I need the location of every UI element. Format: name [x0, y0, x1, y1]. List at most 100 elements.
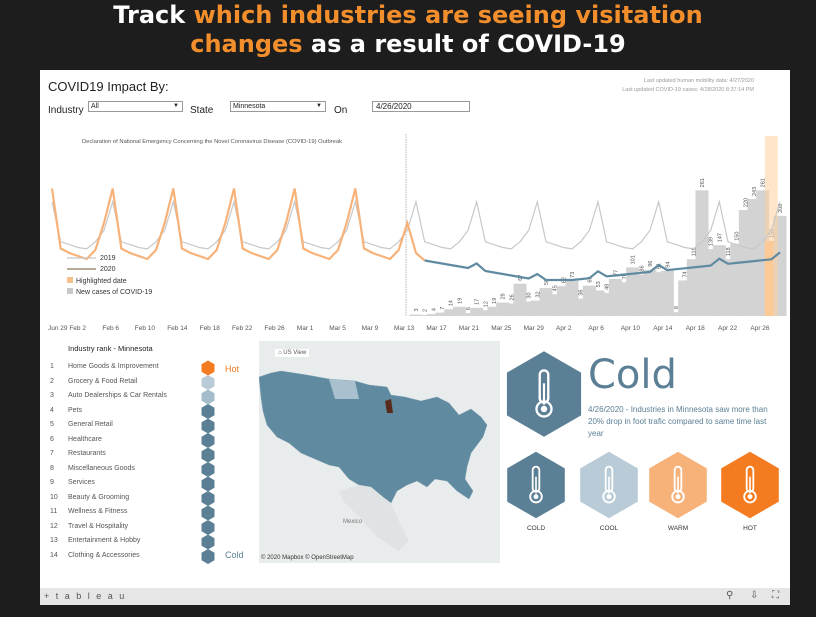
- rank-hexagon: [201, 520, 215, 535]
- case-label: 74: [683, 271, 689, 277]
- us-view-button[interactable]: ⌂ US View: [275, 349, 310, 357]
- ranking-row[interactable]: 11 Wellness & Fitness: [48, 508, 248, 518]
- warm-thermometer-icon[interactable]: [648, 451, 708, 519]
- dashboard: COVID19 Impact By: Last updated human mo…: [40, 70, 790, 588]
- case-bar: [426, 314, 440, 316]
- case-label: 86: [639, 265, 645, 271]
- date-input[interactable]: 4/26/2020: [372, 101, 470, 112]
- x-tick-label: Feb 26: [264, 325, 285, 332]
- industry-name: General Retail: [68, 421, 113, 428]
- ranking-row[interactable]: 10 Beauty & Grooming: [48, 494, 248, 504]
- share-icon[interactable]: ⚲: [726, 590, 734, 601]
- rank-number: 12: [50, 522, 58, 530]
- state-select[interactable]: Minnesota ▼: [230, 101, 326, 112]
- case-bar: [461, 313, 475, 316]
- cold-thermometer-icon[interactable]: [506, 451, 566, 519]
- headline-white-1: Track: [113, 1, 194, 29]
- x-tick-label: Apr 18: [686, 325, 706, 332]
- map-canvas: Mexico: [259, 370, 488, 551]
- status-description: 4/26/2020 - Industries in Minnesota saw …: [588, 405, 768, 438]
- chart-legend: 2019 2020 Highlighted date New cases of …: [67, 255, 152, 296]
- x-tick-label: Mar 9: [362, 325, 379, 332]
- rank-hexagon: [201, 447, 215, 463]
- case-label: 243: [752, 187, 758, 196]
- industry-name: Pets: [68, 406, 83, 414]
- case-bar: [487, 306, 501, 316]
- legend-icon-label: HOT: [743, 525, 757, 532]
- industry-name: Restaurants: [68, 450, 106, 457]
- ranking-row[interactable]: 12 Travel & Hospitality: [48, 523, 248, 533]
- rank-number: 7: [50, 450, 54, 457]
- ranking-hexagons: [201, 360, 215, 564]
- x-tick-label: Feb 22: [232, 325, 253, 332]
- case-label: 8: [674, 306, 680, 309]
- ranking-row[interactable]: 1 Home Goods & Improvement: [48, 363, 248, 373]
- chevron-down-icon: ▼: [173, 103, 179, 109]
- headline-orange-2: changes: [190, 30, 303, 58]
- case-label: 14: [449, 300, 455, 306]
- industry-name: Home Goods & Improvement: [68, 363, 159, 370]
- case-label: 220: [743, 198, 749, 207]
- case-label: 70: [622, 273, 628, 279]
- legend-icon-label: COLD: [526, 525, 546, 532]
- thermometer-fill: [533, 494, 539, 500]
- hot-thermometer-icon[interactable]: [720, 451, 780, 519]
- case-label: 94: [665, 262, 671, 268]
- dashboard-title: COVID19 Impact By:: [48, 79, 169, 94]
- case-bar: [444, 309, 458, 316]
- industry-name: Clothing & Accessories: [68, 551, 140, 559]
- case-label: 4: [431, 308, 437, 311]
- home-icon: ⌂: [278, 350, 284, 356]
- rank-number: 3: [50, 392, 54, 399]
- case-bar: [409, 314, 423, 316]
- ranking-row[interactable]: 9 Services: [48, 479, 248, 489]
- ranking-row[interactable]: 4 Pets: [48, 407, 248, 417]
- cold-label: Cold: [225, 550, 244, 560]
- rank-number: 1: [50, 363, 54, 370]
- ranking-row[interactable]: 5 General Retail: [48, 421, 248, 431]
- ranking-row[interactable]: 2 Grocery & Food Retail: [48, 378, 248, 388]
- case-label: 147: [717, 233, 723, 242]
- case-label: 118: [726, 247, 732, 256]
- industry-select[interactable]: All ▼: [88, 101, 183, 112]
- rank-number: 11: [50, 508, 58, 515]
- case-label: 77: [613, 270, 619, 276]
- x-tick-label: Mar 1: [297, 325, 314, 332]
- ranking-row[interactable]: 13 Entertainment & Hobby: [48, 537, 248, 547]
- series-2020-after: [424, 251, 781, 282]
- x-tick-label: Feb 6: [102, 325, 119, 332]
- case-label: 261: [761, 178, 767, 187]
- case-label: 30: [527, 292, 533, 298]
- case-label: 48: [605, 284, 611, 290]
- rank-hexagon: [201, 389, 215, 405]
- case-bar: [478, 310, 492, 316]
- case-label: 261: [700, 178, 706, 187]
- ranking-row[interactable]: 6 Healthcare: [48, 436, 248, 446]
- highlighted-date-bar: [764, 136, 778, 316]
- rank-hexagon: [201, 404, 215, 419]
- status-title: Cold: [588, 352, 677, 398]
- ranking-row[interactable]: 8 Miscellaneous Goods: [48, 465, 248, 475]
- us-map[interactable]: Mexico ⌂ US View © 2020 Mapbox © OpenStr…: [259, 341, 500, 563]
- download-icon[interactable]: ⇩: [750, 590, 759, 601]
- rank-number: 13: [50, 537, 58, 544]
- case-label: 58: [544, 279, 550, 285]
- cool-thermometer-icon[interactable]: [579, 451, 639, 519]
- rank-number: 10: [50, 493, 58, 501]
- case-label: 17: [475, 299, 481, 305]
- industry-name: Travel & Hospitality: [68, 522, 129, 530]
- ranking-row[interactable]: 14 Clothing & Accessories: [48, 552, 248, 562]
- industry-name: Healthcare: [68, 435, 102, 443]
- mobility-update: Last updated human mobility data: 4/27/2…: [643, 78, 754, 84]
- ranking-row[interactable]: 7 Restaurants: [48, 450, 248, 460]
- tableau-logo[interactable]: + t a b l e a u: [44, 591, 127, 601]
- ranking-row[interactable]: 3 Auto Dealerships & Car Rentals: [48, 392, 248, 402]
- rank-number: 8: [50, 464, 54, 472]
- fullscreen-icon[interactable]: ⛶: [772, 590, 779, 601]
- industry-name: Beauty & Grooming: [68, 493, 130, 501]
- minnesota-highlight: [385, 399, 393, 413]
- thermometer-fill: [675, 494, 681, 500]
- case-label: 36: [579, 290, 585, 296]
- rank-number: 6: [50, 435, 54, 443]
